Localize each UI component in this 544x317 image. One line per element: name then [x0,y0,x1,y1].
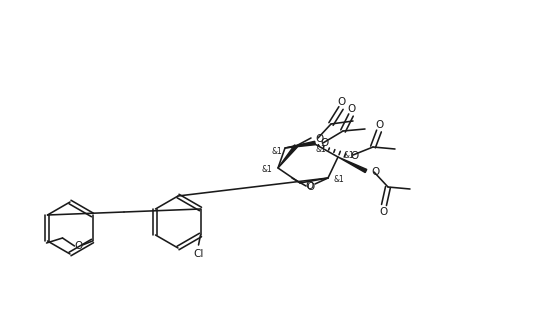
Text: O: O [315,134,323,144]
Text: &1: &1 [343,151,354,159]
Text: O: O [371,167,379,177]
Text: O: O [348,104,356,114]
Text: &1: &1 [315,145,326,153]
Text: O: O [350,151,358,161]
Text: O: O [320,138,328,148]
Text: &1: &1 [334,176,345,184]
Polygon shape [285,141,316,148]
Text: O: O [380,207,388,217]
Text: O: O [376,120,384,130]
Text: O: O [75,241,83,251]
Text: O: O [338,97,346,107]
Text: O: O [306,182,314,192]
Text: &1: &1 [271,147,282,157]
Polygon shape [338,157,367,172]
Text: &1: &1 [262,165,273,174]
Text: O: O [306,181,314,191]
Polygon shape [278,145,298,168]
Text: Cl: Cl [193,249,203,259]
